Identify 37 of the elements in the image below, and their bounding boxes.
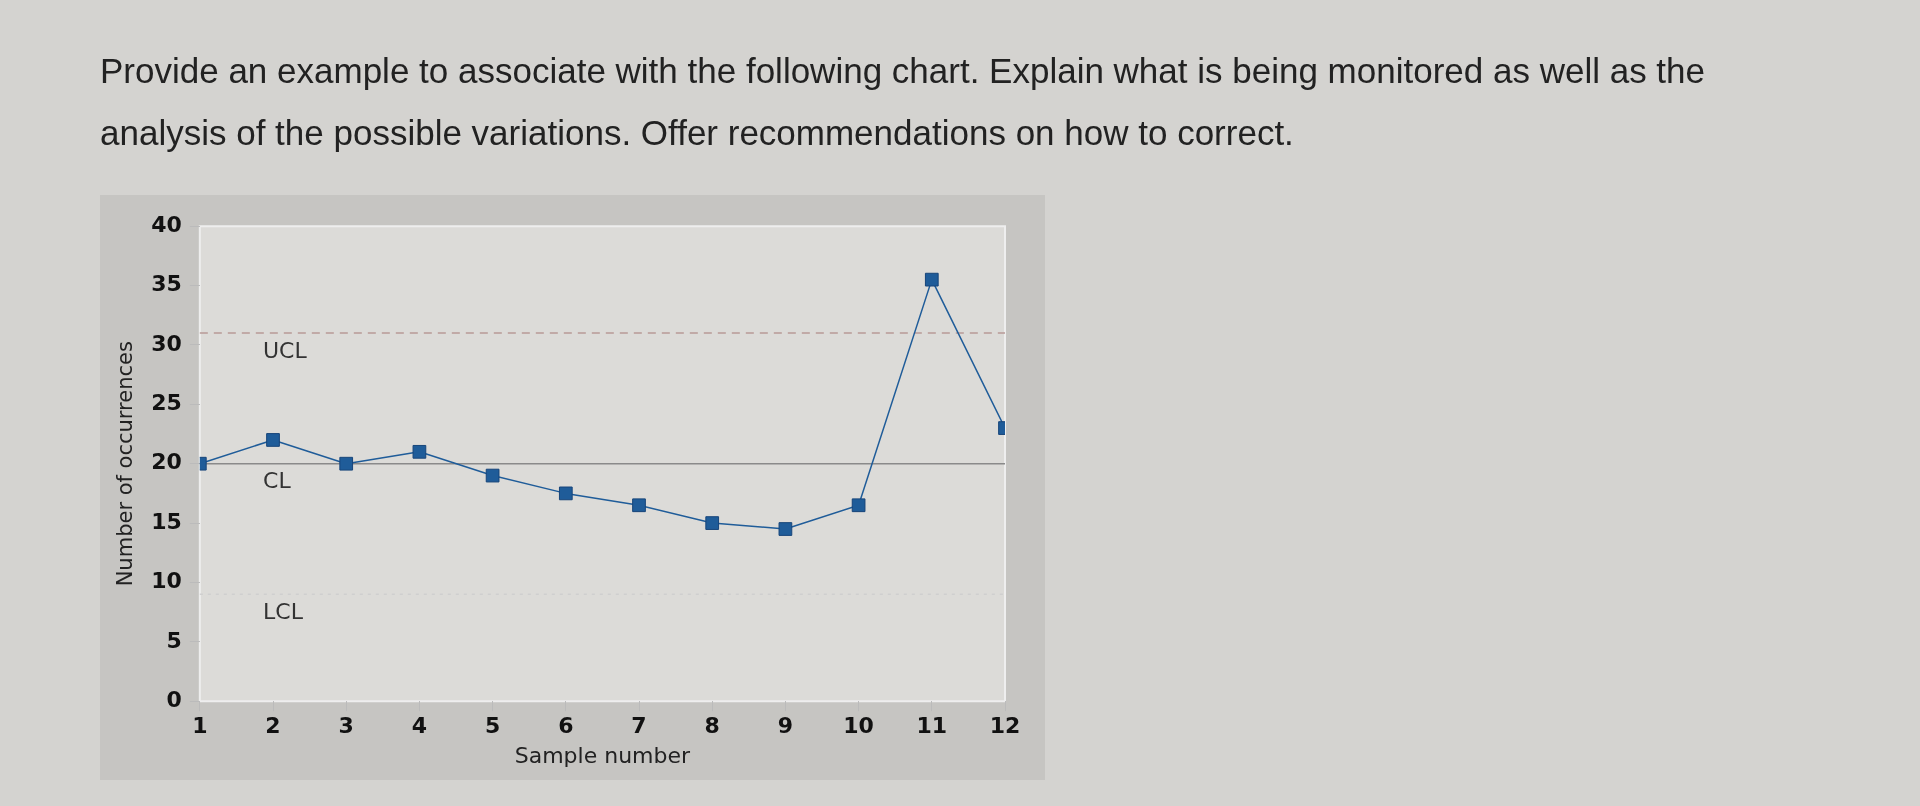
x-tick-label: 6	[558, 713, 574, 739]
point	[924, 272, 939, 287]
point	[851, 498, 866, 513]
y-tick-label: 20	[151, 449, 182, 475]
y-tick-label: 40	[151, 211, 182, 237]
y-tick-label: 10	[151, 568, 182, 594]
y-tick-label: 25	[151, 390, 182, 416]
x-tick-label: 1	[192, 713, 208, 739]
y-tick-label: 15	[151, 508, 182, 534]
x-tick-label: 7	[631, 713, 647, 739]
x-tick-label: 9	[777, 713, 794, 739]
x-tick-label: 3	[338, 713, 354, 739]
y-tick-label: 5	[166, 627, 182, 653]
point	[632, 498, 646, 513]
x-tick-label: 10	[843, 713, 874, 739]
x-tick-label: 2	[265, 713, 281, 739]
point	[485, 468, 500, 483]
point	[266, 433, 280, 447]
point	[339, 456, 354, 471]
x-tick-label: 4	[411, 713, 428, 739]
ref-line-label: LCL	[263, 599, 304, 625]
y-axis-title: Number of occurrences	[113, 341, 138, 587]
ref-line-label: CL	[263, 468, 292, 494]
x-axis-title: Sample number	[514, 742, 692, 768]
point	[705, 516, 720, 530]
x-tick-label: 12	[989, 713, 1021, 739]
x-tick-label: 5	[484, 713, 501, 739]
point	[778, 522, 793, 536]
x-tick-label: 11	[916, 713, 948, 739]
point	[558, 486, 573, 501]
point	[412, 444, 427, 459]
ref-line-label: UCL	[263, 337, 308, 363]
chart-title: Provide an example to associate with the following chart. Explain what is being monitored as well as the analysis of the possible variations. Offer recommendations on how to correct.	[100, 50, 1707, 154]
y-tick-label: 0	[166, 686, 182, 712]
y-tick-label: 30	[151, 330, 182, 356]
x-tick-label: 8	[704, 713, 720, 739]
y-tick-label: 35	[151, 271, 182, 297]
